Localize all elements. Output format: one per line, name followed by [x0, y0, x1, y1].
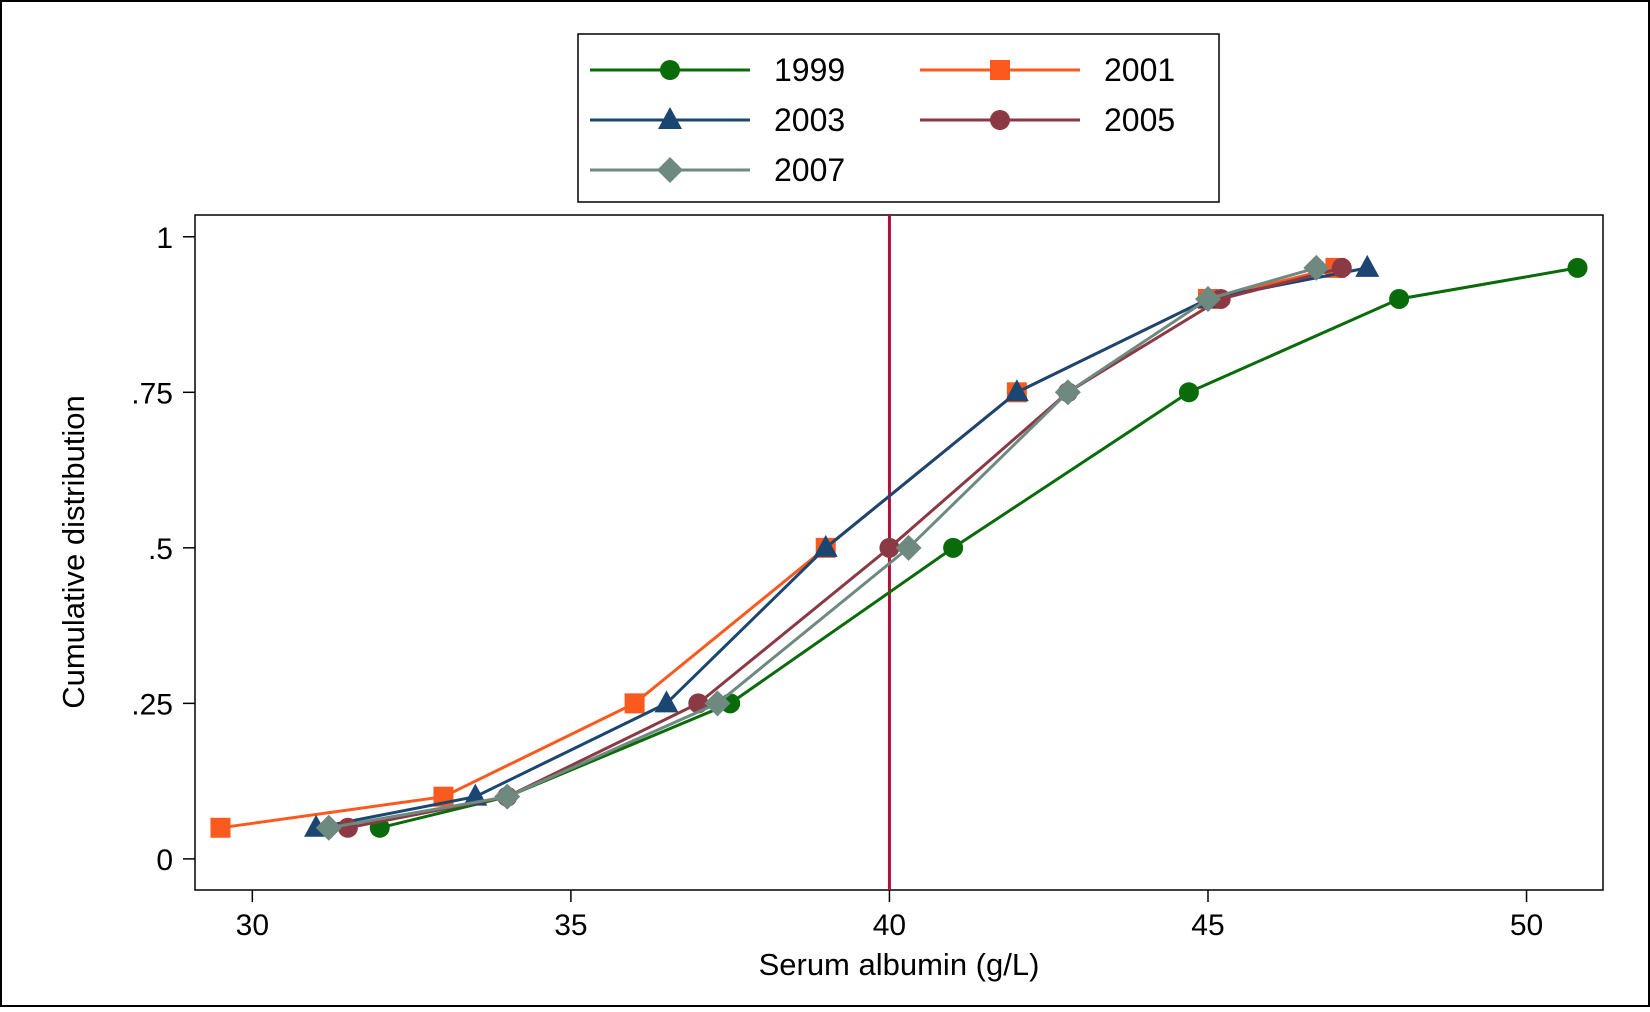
- legend-marker: [990, 110, 1010, 130]
- legend-item-2003: 2003: [590, 102, 845, 138]
- legend-marker: [657, 157, 683, 183]
- y-tick-label: .5: [148, 533, 173, 566]
- data-point-2001: [624, 693, 645, 714]
- data-point-2007: [1303, 254, 1330, 281]
- data-point-2007: [494, 783, 521, 810]
- data-point-2007: [315, 814, 342, 841]
- y-tick-label: .25: [131, 688, 173, 721]
- data-point-2003: [654, 690, 679, 713]
- data-point-2007: [1194, 285, 1221, 312]
- legend-box: [577, 33, 1220, 203]
- data-point-2007: [704, 690, 731, 717]
- legend-label: 2007: [774, 152, 845, 188]
- y-tick-label: .75: [131, 377, 173, 410]
- series-layer: [210, 254, 1588, 841]
- data-point-1999: [1178, 382, 1199, 403]
- x-tick-label: 40: [873, 909, 906, 942]
- data-point-2001: [210, 817, 231, 838]
- data-point-2003: [1004, 379, 1029, 402]
- x-tick-label: 30: [236, 909, 269, 942]
- legend-label: 1999: [774, 52, 845, 88]
- legend: 1999 2001 2003 2005 2007: [577, 33, 1220, 203]
- legend-item-2007: 2007: [590, 152, 845, 188]
- data-point-2007: [895, 534, 922, 561]
- legend-marker: [658, 107, 682, 129]
- x-tick-label: 45: [1191, 909, 1224, 942]
- axes-layer: 30 35 40 45 50 0 .25 .5 .75 1: [131, 222, 1543, 942]
- data-point-1999: [943, 537, 964, 558]
- legend-label: 2001: [1104, 52, 1175, 88]
- y-axis-label: Cumulative distribution: [56, 395, 91, 709]
- plot-area: [194, 214, 1604, 891]
- data-point-2003: [1355, 254, 1380, 277]
- legend-marker: [660, 60, 680, 80]
- data-point-2005: [1331, 257, 1352, 278]
- data-point-1999: [1389, 288, 1410, 309]
- legend-item-1999: 1999: [590, 52, 845, 88]
- x-axis-label: Serum albumin (g/L): [759, 947, 1040, 982]
- legend-label: 2005: [1104, 102, 1175, 138]
- legend-item-2005: 2005: [920, 102, 1175, 138]
- data-point-2005: [879, 537, 900, 558]
- legend-item-2001: 2001: [920, 52, 1175, 88]
- series-2007: [315, 254, 1330, 841]
- x-tick-label: 35: [554, 909, 587, 942]
- x-tick-label: 50: [1510, 909, 1543, 942]
- data-point-2003: [813, 534, 838, 557]
- y-tick-label: 0: [156, 844, 173, 877]
- data-point-1999: [1567, 257, 1588, 278]
- legend-marker: [990, 60, 1010, 80]
- y-tick-label: 1: [156, 222, 173, 255]
- legend-label: 2003: [774, 102, 845, 138]
- data-point-2007: [1054, 379, 1081, 406]
